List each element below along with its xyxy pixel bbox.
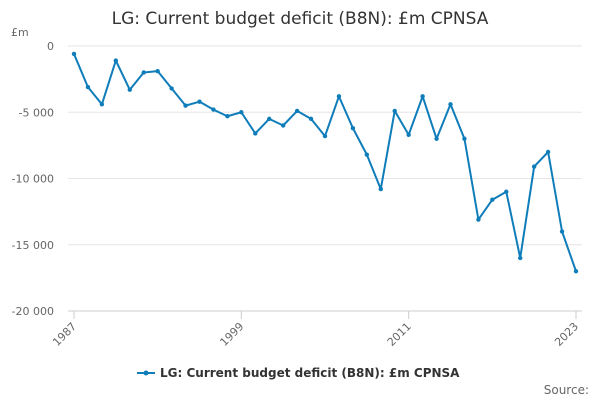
y-tick-label: 0 bbox=[47, 40, 54, 53]
data-point[interactable] bbox=[267, 116, 272, 122]
data-point[interactable] bbox=[141, 70, 146, 75]
data-point[interactable] bbox=[336, 94, 342, 99]
data-point[interactable] bbox=[113, 58, 119, 63]
data-point[interactable] bbox=[183, 103, 188, 108]
x-tick-label: 2023 bbox=[552, 320, 581, 349]
data-point[interactable] bbox=[350, 125, 356, 131]
data-point[interactable] bbox=[71, 51, 77, 57]
axes: 0 -5 000 -10 000 -15 000 -20 000 1987 1999 2011… bbox=[12, 40, 582, 349]
data-point[interactable] bbox=[434, 136, 439, 141]
x-tick-label: 1987 bbox=[50, 320, 79, 349]
data-point[interactable] bbox=[531, 164, 537, 169]
data-point[interactable] bbox=[462, 136, 467, 141]
y-axis-unit-label: £m bbox=[11, 26, 29, 39]
y-tick-label: -20 000 bbox=[12, 305, 54, 318]
data-point[interactable] bbox=[280, 123, 286, 128]
gridlines bbox=[68, 45, 582, 312]
data-point[interactable] bbox=[308, 116, 314, 122]
data-point[interactable] bbox=[448, 102, 453, 107]
chart-title: LG: Current budget deficit (B8N): £m CPN… bbox=[112, 9, 489, 29]
data-point[interactable] bbox=[127, 87, 132, 92]
data-point[interactable] bbox=[294, 108, 300, 114]
data-point[interactable] bbox=[239, 110, 244, 115]
data-point[interactable] bbox=[99, 102, 105, 107]
data-point[interactable] bbox=[253, 131, 258, 136]
data-point[interactable] bbox=[406, 132, 411, 137]
series-layer bbox=[71, 51, 579, 274]
data-point[interactable] bbox=[322, 133, 328, 139]
legend-label: LG: Current budget deficit (B8N): £m CPN… bbox=[160, 366, 460, 380]
data-point[interactable] bbox=[545, 149, 551, 155]
data-point[interactable] bbox=[504, 189, 509, 194]
x-tick-label: 2011 bbox=[385, 320, 414, 349]
source-label: Source: bbox=[544, 383, 589, 397]
data-point[interactable] bbox=[420, 94, 425, 99]
series-line bbox=[73, 52, 577, 273]
y-tick-label: -5 000 bbox=[19, 106, 54, 119]
x-tick-label: 1999 bbox=[217, 320, 246, 349]
data-point[interactable] bbox=[378, 186, 383, 192]
y-tick-label: -10 000 bbox=[12, 173, 54, 186]
data-point[interactable] bbox=[392, 108, 397, 114]
data-point[interactable] bbox=[573, 269, 579, 274]
data-point[interactable] bbox=[476, 217, 481, 222]
y-tick-label: -15 000 bbox=[12, 239, 54, 252]
data-point[interactable] bbox=[518, 255, 523, 261]
legend-marker-swatch bbox=[143, 370, 149, 376]
data-point[interactable] bbox=[85, 84, 91, 90]
data-point[interactable] bbox=[225, 114, 230, 119]
legend[interactable]: LG: Current budget deficit (B8N): £m CPN… bbox=[137, 366, 460, 380]
data-point[interactable] bbox=[155, 68, 160, 74]
data-point[interactable] bbox=[197, 99, 202, 104]
data-point[interactable] bbox=[559, 229, 565, 234]
data-point[interactable] bbox=[169, 86, 174, 91]
data-point[interactable] bbox=[490, 197, 495, 202]
data-point[interactable] bbox=[211, 107, 216, 112]
data-point[interactable] bbox=[364, 152, 370, 157]
